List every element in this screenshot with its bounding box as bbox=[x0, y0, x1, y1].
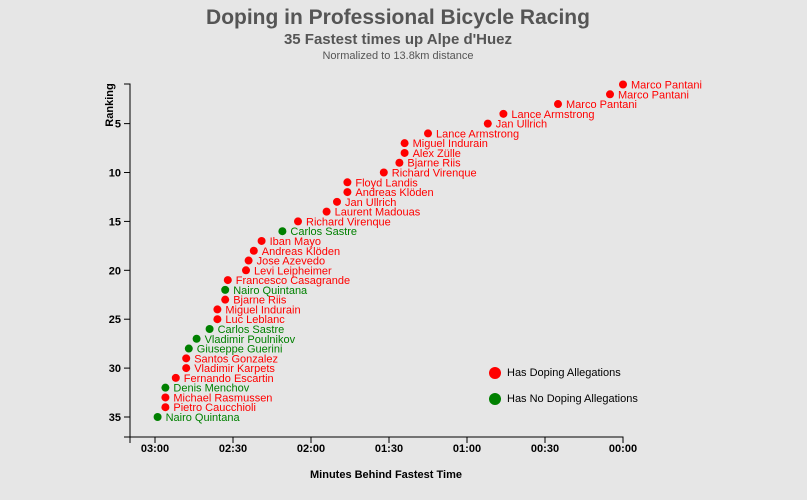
data-point-label: Marco Pantani bbox=[631, 80, 702, 92]
data-point-label: Santos Gonzalez bbox=[194, 353, 278, 365]
data-point bbox=[153, 413, 162, 421]
data-point bbox=[221, 285, 230, 294]
data-point-label: Vladimir Karpets bbox=[194, 363, 275, 375]
data-point-label: Vladimir Poulnikov bbox=[205, 334, 296, 346]
data-point-label: Carlos Sastre bbox=[218, 324, 285, 336]
y-tick-label: 10 bbox=[109, 168, 121, 180]
data-point bbox=[161, 393, 170, 402]
data-point bbox=[619, 80, 627, 89]
data-point-label: Giuseppe Guerini bbox=[197, 344, 283, 356]
data-point bbox=[343, 178, 352, 187]
data-point bbox=[192, 334, 201, 343]
data-point bbox=[606, 90, 614, 99]
legend-label: Has No Doping Allegations bbox=[507, 393, 638, 405]
data-point bbox=[483, 119, 492, 128]
data-point-label: Levi Leipheimer bbox=[254, 265, 332, 277]
data-point-label: Nairo Quintana bbox=[166, 412, 241, 424]
x-axis: 00:00 00:30 01:00 01:30 02:00 02:30 03:00 bbox=[129, 436, 637, 455]
x-tick-label: 00:00 bbox=[609, 443, 637, 455]
data-point bbox=[213, 305, 222, 314]
data-point bbox=[322, 207, 331, 216]
data-point bbox=[182, 354, 191, 363]
chart-title: Doping in Professional Bicycle Racing bbox=[206, 6, 590, 29]
data-point-label: Jan Ullrich bbox=[496, 119, 547, 131]
y-axis: 5 10 15 20 25 30 35 bbox=[109, 83, 131, 438]
y-tick-label: 30 bbox=[109, 363, 121, 375]
data-point-label: Lance Armstrong bbox=[436, 128, 519, 140]
data-point-label: Richard Virenque bbox=[306, 216, 391, 228]
y-tick-label: 25 bbox=[109, 314, 121, 326]
legend-marker bbox=[489, 393, 501, 405]
data-point bbox=[278, 227, 287, 236]
data-point bbox=[184, 344, 193, 353]
data-point bbox=[182, 364, 191, 373]
data-point-label: Andreas Klöden bbox=[262, 246, 340, 258]
chart-note: Normalized to 13.8km distance bbox=[322, 50, 473, 62]
legend: Has Doping Allegations Has No Doping Alle… bbox=[489, 367, 638, 405]
data-point-label: Michael Rasmussen bbox=[173, 392, 272, 404]
data-point-label: Francesco Casagrande bbox=[236, 275, 350, 287]
data-point bbox=[223, 276, 232, 285]
data-point bbox=[424, 129, 432, 138]
data-point bbox=[171, 373, 180, 382]
data-point-label: Iban Mayo bbox=[270, 236, 321, 248]
data-point-label: Jan Ullrich bbox=[345, 197, 396, 209]
x-tick-label: 01:30 bbox=[375, 443, 403, 455]
data-point-label: Laurent Madouas bbox=[335, 207, 421, 219]
data-point bbox=[213, 315, 222, 324]
x-tick-label: 00:30 bbox=[531, 443, 559, 455]
data-point-label: Floyd Landis bbox=[355, 177, 418, 189]
data-point-label: Marco Pantani bbox=[566, 99, 637, 111]
y-axis-label: Ranking bbox=[104, 83, 116, 126]
y-tick-label: 35 bbox=[109, 412, 121, 424]
data-point-label: Andreas Klöden bbox=[355, 187, 433, 199]
data-point-label: Luc Leblanc bbox=[225, 314, 285, 326]
data-point-label: Fernando Escartin bbox=[184, 373, 274, 385]
data-point-label: Pietro Caucchioli bbox=[173, 402, 256, 414]
data-point bbox=[244, 256, 253, 265]
data-point-label: Bjarne Riis bbox=[233, 295, 287, 307]
y-axis-line bbox=[124, 83, 131, 438]
chart-subtitle: 35 Fastest times up Alpe d'Huez bbox=[284, 31, 512, 48]
data-point bbox=[400, 139, 409, 148]
data-point bbox=[379, 168, 388, 177]
data-point bbox=[294, 217, 302, 226]
data-point bbox=[205, 324, 214, 333]
data-point-label: Miguel Indurain bbox=[225, 304, 300, 316]
data-point bbox=[249, 246, 258, 255]
y-tick-label: 15 bbox=[109, 216, 121, 228]
data-point-label: Miguel Indurain bbox=[413, 138, 488, 150]
legend-label: Has Doping Allegations bbox=[507, 367, 621, 379]
data-point-label: Alex Zülle bbox=[413, 148, 461, 160]
data-point bbox=[257, 236, 266, 245]
data-point bbox=[161, 383, 170, 392]
data-point-label: Bjarne Riis bbox=[407, 158, 461, 170]
data-point bbox=[554, 100, 562, 109]
data-point-label: Nairo Quintana bbox=[233, 285, 308, 297]
data-point bbox=[400, 148, 409, 157]
data-point bbox=[499, 109, 508, 118]
data-point-label: Lance Armstrong bbox=[511, 109, 594, 121]
data-point-label: Jose Azevedo bbox=[257, 256, 326, 268]
data-point-label: Marco Pantani bbox=[618, 89, 689, 101]
legend-marker bbox=[489, 367, 501, 379]
y-tick-label: 5 bbox=[115, 119, 121, 131]
data-point-label: Carlos Sastre bbox=[290, 226, 357, 238]
data-point-label: Richard Virenque bbox=[392, 168, 477, 180]
x-tick-label: 01:00 bbox=[453, 443, 481, 455]
data-point bbox=[333, 197, 341, 206]
data-point bbox=[343, 188, 352, 197]
x-tick-label: 02:00 bbox=[297, 443, 325, 455]
data-point-label: Denis Menchov bbox=[173, 383, 249, 395]
data-point bbox=[395, 158, 404, 167]
data-point bbox=[221, 295, 230, 304]
x-axis-label: Minutes Behind Fastest Time bbox=[310, 469, 462, 481]
data-point bbox=[161, 403, 170, 412]
x-tick-label: 03:00 bbox=[141, 443, 169, 455]
y-tick-label: 20 bbox=[109, 265, 121, 277]
data-point bbox=[242, 266, 250, 275]
x-tick-label: 02:30 bbox=[219, 443, 247, 455]
